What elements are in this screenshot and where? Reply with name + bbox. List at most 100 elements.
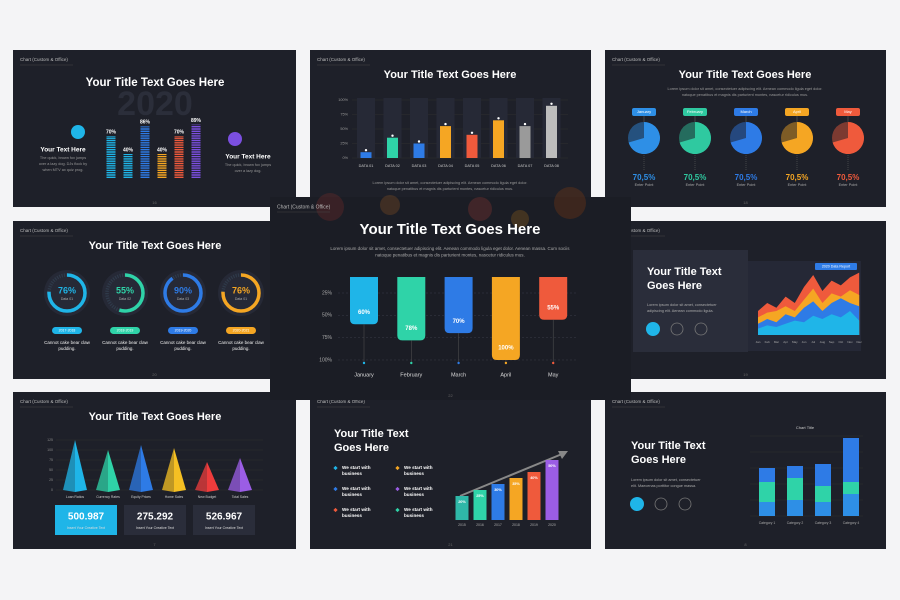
bar (350, 277, 378, 325)
x-tick-label: Feb (765, 340, 771, 344)
body-text: Lorem ipsum dolor sit amet, consectetuer… (373, 181, 528, 185)
dot (504, 361, 508, 365)
page-number: 18 (743, 200, 748, 205)
pill-label: April (793, 109, 801, 114)
body-text: natoque penatibus et magnis dis parturie… (375, 253, 525, 258)
slide: Chart (Custom & Office) 8 Your Title Text G… (605, 392, 886, 549)
x-tick-label: 2016 (476, 523, 484, 527)
x-tick-label: New Budget (198, 495, 217, 499)
icon (678, 497, 692, 511)
pie-slice (679, 122, 711, 154)
x-tick-label: Category 2 (787, 521, 804, 525)
page-number: 20 (152, 372, 157, 377)
y-tick-label: 50% (322, 313, 333, 319)
body-text: We start with (342, 486, 371, 491)
slide-tag: Chart (Custom & Office) (612, 228, 660, 233)
pyramid (75, 440, 87, 492)
donut-arc (47, 273, 87, 313)
value-label: 70,5% (837, 173, 860, 182)
bar-segment (787, 478, 803, 500)
trend-arrow (459, 453, 563, 497)
bar-label: 89% (191, 118, 202, 124)
x-tick-label: March (451, 372, 466, 378)
x-tick-label: 2017 (494, 523, 502, 527)
stat-box (124, 505, 186, 535)
slide-background (605, 392, 886, 549)
stat-number: 500.987 (68, 512, 105, 523)
body-text: business (342, 471, 362, 476)
dot (362, 361, 366, 365)
dot (552, 361, 555, 365)
pill (836, 108, 860, 116)
pill (110, 327, 140, 334)
pill (683, 108, 707, 116)
body-text: Your Title Text (631, 440, 706, 452)
pyramid (228, 458, 240, 492)
y-tick-label: 75% (322, 335, 333, 341)
x-tick-label: Equity Prices (131, 495, 151, 499)
body-text: We start with (404, 507, 433, 512)
bar (509, 478, 523, 520)
body-text: Your Title Text (334, 428, 409, 440)
icon (71, 125, 85, 139)
body-text: The quick, brown fox jumps (40, 156, 86, 160)
body-text: We start with (342, 465, 371, 470)
body-text: We start with (342, 507, 371, 512)
x-tick-label: Loan Ratios (66, 495, 84, 499)
body-text: Goes Here (334, 442, 389, 454)
bar-segment (787, 500, 803, 516)
pyramid (96, 450, 108, 492)
body-text: Lorem ipsum dolor sit amet, consectetuer… (330, 246, 570, 251)
bokeh (511, 210, 529, 228)
slide-title: Your Title Text Goes Here (384, 69, 517, 81)
pyramid (63, 440, 75, 492)
bar-segment (759, 502, 775, 516)
slide-title: Your Title Text Goes Here (89, 240, 222, 252)
body-text: business (404, 513, 424, 518)
pill-label: 2020-2021 (233, 328, 250, 332)
x-tick-label: 2019 (530, 523, 538, 527)
body-text: business (342, 492, 362, 497)
dot (410, 361, 413, 365)
caption: Enter Point (737, 183, 757, 187)
stat-box (55, 505, 117, 535)
bar (519, 126, 531, 158)
slide-background (13, 50, 296, 207)
body-text: Cannot cake bear claw (102, 340, 149, 345)
bar (455, 496, 469, 520)
bar (440, 126, 451, 158)
donut-label: 90% (174, 285, 192, 295)
page-number: 16 (152, 200, 157, 205)
bar (360, 152, 372, 158)
body-text: Lorem ipsum dolor sit amet, consectetuer (631, 478, 701, 482)
bar-segment (843, 438, 859, 482)
x-tick-label: 2018 (512, 523, 520, 527)
body-text: Cannot cake bear claw (218, 340, 265, 345)
value-label: 50% (548, 464, 556, 468)
x-tick-label: Total Sales (232, 495, 249, 499)
y-tick-label: 0% (343, 156, 349, 160)
donut-label: 55% (116, 285, 134, 295)
donut-label: 76% (58, 285, 76, 295)
x-tick-label: Mar (774, 340, 779, 344)
pill-label: 2020 Data Report (822, 264, 850, 268)
heading: Your Text Here (225, 154, 271, 161)
body-text: The quick, brown fox jumps (225, 163, 271, 167)
bokeh (380, 195, 400, 215)
body-text: business (404, 471, 424, 476)
pyramid (162, 448, 174, 492)
pyramid (129, 445, 141, 492)
bar-dot (444, 122, 447, 126)
x-tick-label: Aug (820, 340, 826, 344)
pyramid (207, 462, 219, 492)
slide-tag: Chart (Custom & Office) (317, 57, 365, 62)
icon (654, 497, 668, 511)
stat-box (193, 505, 255, 535)
slide-title: Your Title Text Goes Here (86, 77, 225, 89)
pill (815, 263, 857, 270)
y-tick-label: 25 (49, 478, 53, 482)
x-tick-label: DATA 01 (359, 164, 374, 168)
value-label: 70,5% (786, 173, 809, 182)
bar-segment (815, 502, 831, 516)
